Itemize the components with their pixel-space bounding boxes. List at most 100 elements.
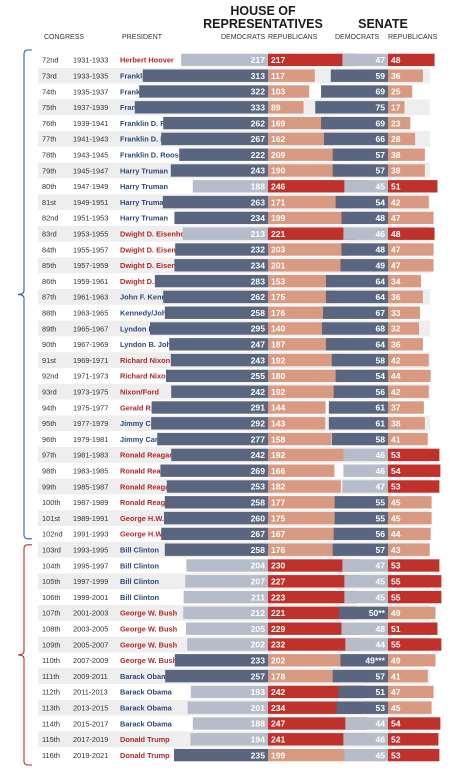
senate-dem-bar <box>339 606 388 620</box>
congress-label: 85th <box>42 261 56 270</box>
senate-rep-bar <box>388 496 432 509</box>
house-rep-bar <box>268 338 343 351</box>
house-dem-bar <box>187 638 268 651</box>
senate-rep-bar <box>388 274 421 288</box>
senate-rep-bar <box>388 717 441 730</box>
democratic-era-bracket <box>17 49 32 540</box>
senate-rep-value: 53 <box>391 561 401 571</box>
table-row: 77th 1941-1943 Franklin D. Roosevelt 267 162… <box>38 131 430 147</box>
senate-dem-bar <box>343 448 388 462</box>
years-label: 1965-1967 <box>73 324 108 333</box>
senate-dem-bar <box>335 369 388 383</box>
house-dem-bar <box>151 401 268 414</box>
senate-dem-bar <box>321 85 388 98</box>
senate-rep-value: 36 <box>391 340 401 350</box>
col-header-house-democrats: DEMOCRATS <box>221 34 266 41</box>
senate-dem-value: 57 <box>375 150 385 160</box>
congress-label: 91st <box>42 356 56 365</box>
senate-dem-value: 49*** <box>365 656 385 666</box>
years-label: 1977-1979 <box>73 419 108 428</box>
years-label: 1939-1941 <box>73 119 108 128</box>
house-dem-bar <box>154 274 268 288</box>
house-rep-value: 230 <box>271 561 286 571</box>
senate-rep-value: 53 <box>391 750 401 760</box>
senate-rep-bar <box>388 432 428 446</box>
senate-dem-bar <box>332 164 388 177</box>
senate-rep-bar <box>388 559 440 572</box>
president-name: Bill Clinton <box>120 546 159 555</box>
table-row: 105th 1997-1999 Bill Clinton 207 227 45 55 <box>38 573 442 590</box>
senate-rep-bar <box>388 606 436 620</box>
house-rep-value: 232 <box>271 640 286 650</box>
house-rep-value: 202 <box>271 656 286 666</box>
table-row: 81st 1949-1951 Harry Truman 263 171 54 42 <box>38 194 430 210</box>
house-rep-bar <box>268 85 310 98</box>
house-rep-bar <box>268 669 340 683</box>
congress-label: 95th <box>42 419 56 428</box>
house-rep-value: 144 <box>271 403 286 413</box>
house-rep-bar <box>268 590 358 604</box>
house-rep-bar <box>268 575 359 588</box>
house-rep-value: 221 <box>271 229 286 239</box>
house-rep-bar <box>268 243 350 256</box>
congress-label: 79th <box>42 166 56 175</box>
house-rep-value: 103 <box>271 87 286 97</box>
congress-label: 109th <box>42 640 61 649</box>
house-rep-bar <box>268 290 338 304</box>
senate-dem-bar <box>342 53 388 67</box>
president-name: Bill Clinton <box>120 561 159 570</box>
house-dem-value: 262 <box>251 118 266 128</box>
years-label: 1987-1989 <box>73 498 108 507</box>
era-brackets <box>17 49 32 766</box>
house-dem-bar <box>170 353 268 367</box>
house-dem-value: 193 <box>251 687 266 697</box>
house-dem-value: 222 <box>251 150 266 160</box>
house-dem-bar <box>186 622 268 635</box>
president-name: Barack Obama <box>120 688 173 697</box>
table-row: 94th 1975-1977 Gerald R. Ford 291 144 61 37 <box>42 401 424 414</box>
house-rep-value: 153 <box>271 276 286 286</box>
congress-label: 88th <box>42 309 56 318</box>
senate-rep-value: 37 <box>391 403 401 413</box>
senate-rep-bar <box>388 101 405 114</box>
senate-rep-bar <box>388 306 421 319</box>
senate-dem-bar <box>345 638 388 651</box>
years-label: 1955-1957 <box>73 245 108 254</box>
house-rep-bar <box>268 369 340 383</box>
house-rep-value: 247 <box>271 719 286 729</box>
senate-dem-bar <box>322 322 388 335</box>
senate-rep-bar <box>388 259 434 272</box>
col-header-president: PRESIDENT <box>122 34 163 41</box>
president-name: George W. Bush <box>120 640 178 649</box>
congress-label: 74th <box>42 87 56 96</box>
senate-rep-value: 33 <box>391 308 401 318</box>
house-rep-bar <box>268 480 341 493</box>
congress-label: 83rd <box>42 230 57 239</box>
congress-label: 107th <box>42 609 61 618</box>
president-name: Ronald Reagan <box>120 451 174 460</box>
house-dem-bar <box>190 733 268 746</box>
house-dem-value: 267 <box>251 529 266 539</box>
senate-rep-value: 38 <box>391 166 401 176</box>
senate-dem-bar <box>328 401 388 414</box>
house-rep-value: 176 <box>271 308 286 318</box>
house-dem-bar <box>174 259 268 272</box>
years-label: 1985-1987 <box>73 482 108 491</box>
president-name: George W. Bush <box>120 609 178 618</box>
president-name: Franklin D. Roosevelt <box>120 151 196 160</box>
senate-rep-value: 49 <box>391 656 401 666</box>
congress-label: 104th <box>42 561 61 570</box>
senate-dem-bar <box>334 496 388 509</box>
congress-label: 98th <box>42 467 56 476</box>
senate-dem-bar <box>343 733 388 746</box>
house-dem-value: 283 <box>251 276 266 286</box>
house-rep-bar <box>268 322 324 335</box>
senate-rep-bar <box>388 116 411 130</box>
house-dem-value: 217 <box>251 55 266 65</box>
senate-dem-bar <box>344 748 388 762</box>
congress-label: 73rd <box>42 72 57 81</box>
years-label: 1979-1981 <box>73 435 108 444</box>
house-dem-value: 291 <box>251 403 266 413</box>
table-row: 84th 1955-1957 Dwight D. Eisenhower 232 203 4… <box>42 243 434 256</box>
house-dem-bar <box>181 53 268 67</box>
